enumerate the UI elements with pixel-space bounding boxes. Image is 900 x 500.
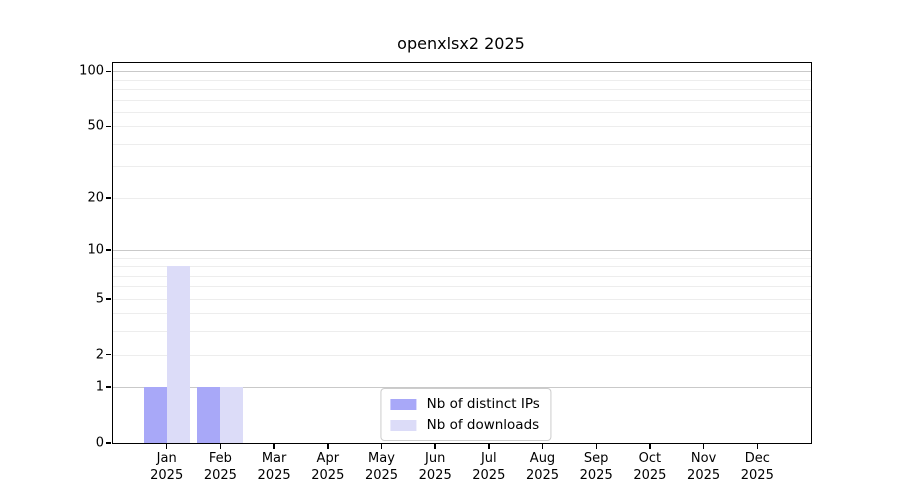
bar-distinct-ips-feb (197, 387, 221, 443)
x-tick-label: Nov 2025 (687, 451, 720, 485)
x-tick-year: 2025 (525, 467, 560, 483)
x-tick-month: Nov (690, 451, 717, 466)
x-tick-year: 2025 (472, 467, 506, 483)
minor-gridline (113, 275, 811, 277)
minor-gridline (113, 313, 811, 315)
minor-gridline (113, 197, 811, 199)
x-tick (756, 444, 759, 449)
x-tick (273, 444, 275, 449)
y-tick (106, 353, 111, 356)
x-tick-year: 2025 (364, 467, 399, 483)
minor-gridline (113, 266, 811, 267)
minor-gridline (113, 79, 811, 81)
minor-gridline (113, 257, 811, 259)
y-tick-label: 10 (87, 242, 104, 258)
minor-gridline (113, 354, 811, 356)
x-tick-label: Mar 2025 (258, 451, 291, 485)
y-tick (106, 125, 111, 128)
y-tick (106, 249, 111, 251)
x-tick-label: Oct 2025 (633, 451, 666, 485)
x-tick (327, 444, 329, 449)
y-tick-label: 100 (79, 63, 104, 79)
minor-gridline (113, 89, 811, 91)
bar-downloads-feb (220, 387, 244, 443)
x-tick-year: 2025 (203, 467, 237, 483)
legend-item-downloads: Nb of downloads (390, 417, 540, 433)
x-tick (649, 444, 651, 449)
minor-gridline (113, 143, 811, 145)
x-tick-year: 2025 (418, 467, 452, 483)
x-tick-year: 2025 (687, 467, 721, 483)
x-tick-month: Apr (316, 451, 340, 466)
x-tick-month: Jan (156, 451, 177, 466)
bar-distinct-ips-jan (143, 387, 167, 443)
y-tick (106, 442, 111, 444)
x-tick (702, 444, 705, 449)
x-tick (541, 444, 544, 449)
legend-label-downloads: Nb of downloads (426, 417, 540, 433)
y-tick-label: 2 (95, 347, 104, 362)
minor-gridline (113, 99, 811, 101)
y-tick (106, 70, 111, 73)
legend-label-distinct-ips: Nb of distinct IPs (426, 396, 540, 412)
x-tick-year: 2025 (579, 467, 613, 483)
x-tick-label: Jul 2025 (472, 451, 505, 485)
major-gridline (113, 249, 811, 251)
legend-swatch-distinct-ips (390, 398, 417, 410)
legend-item-distinct-ips: Nb of distinct IPs (390, 396, 540, 412)
bar-downloads-jan (166, 266, 190, 443)
plot-area: Nb of distinct IPs Nb of downloads 0 1 2 5 1… (79, 62, 812, 483)
y-tick-label: 20 (87, 190, 104, 206)
x-tick-month: Dec (744, 451, 770, 466)
x-tick-month: Sep (583, 451, 609, 466)
x-tick-year: 2025 (150, 467, 184, 483)
minor-gridline (113, 126, 811, 128)
x-tick-label: Sep 2025 (580, 451, 613, 485)
x-tick-month: Aug (529, 451, 556, 466)
y-tick (106, 386, 111, 388)
x-tick-label: Jan 2025 (150, 451, 183, 485)
x-tick-year: 2025 (740, 467, 774, 483)
x-tick-month: Jul (480, 451, 497, 466)
x-tick-year: 2025 (257, 467, 291, 483)
legend-swatch-downloads (390, 419, 417, 431)
y-tick (106, 197, 111, 199)
x-tick-year: 2025 (633, 467, 667, 483)
chart-title: openxlsx2 2025 (397, 34, 525, 53)
x-tick (380, 444, 383, 449)
y-tick-label: 50 (87, 118, 104, 134)
minor-gridline (113, 331, 811, 333)
minor-gridline (113, 298, 811, 300)
x-tick-label: Aug 2025 (526, 451, 559, 485)
legend: Nb of distinct IPs Nb of downloads (380, 388, 552, 441)
x-tick (165, 444, 168, 449)
y-tick (106, 298, 111, 300)
x-tick (219, 444, 222, 449)
y-tick-label: 0 (95, 435, 104, 451)
x-tick-month: Jun (425, 451, 446, 466)
x-tick-month: Oct (638, 451, 662, 466)
x-tick-label: May 2025 (365, 451, 398, 485)
minor-gridline (113, 111, 811, 113)
x-tick (434, 444, 436, 449)
x-tick-label: Jun 2025 (419, 451, 452, 485)
x-tick-month: May (368, 451, 395, 466)
major-gridline (113, 387, 811, 389)
y-tick-label: 1 (95, 379, 104, 395)
x-tick-month: Mar (261, 451, 287, 466)
x-tick (595, 444, 597, 449)
minor-gridline (113, 166, 811, 168)
x-tick-year: 2025 (311, 467, 345, 483)
x-tick (488, 444, 490, 449)
y-tick-label: 5 (95, 291, 104, 307)
x-tick-month: Feb (208, 451, 232, 466)
x-tick-label: Dec 2025 (741, 451, 774, 485)
major-gridline (113, 71, 811, 73)
minor-gridline (113, 286, 811, 288)
x-tick-label: Feb 2025 (204, 451, 237, 485)
x-tick-label: Apr 2025 (311, 451, 344, 485)
